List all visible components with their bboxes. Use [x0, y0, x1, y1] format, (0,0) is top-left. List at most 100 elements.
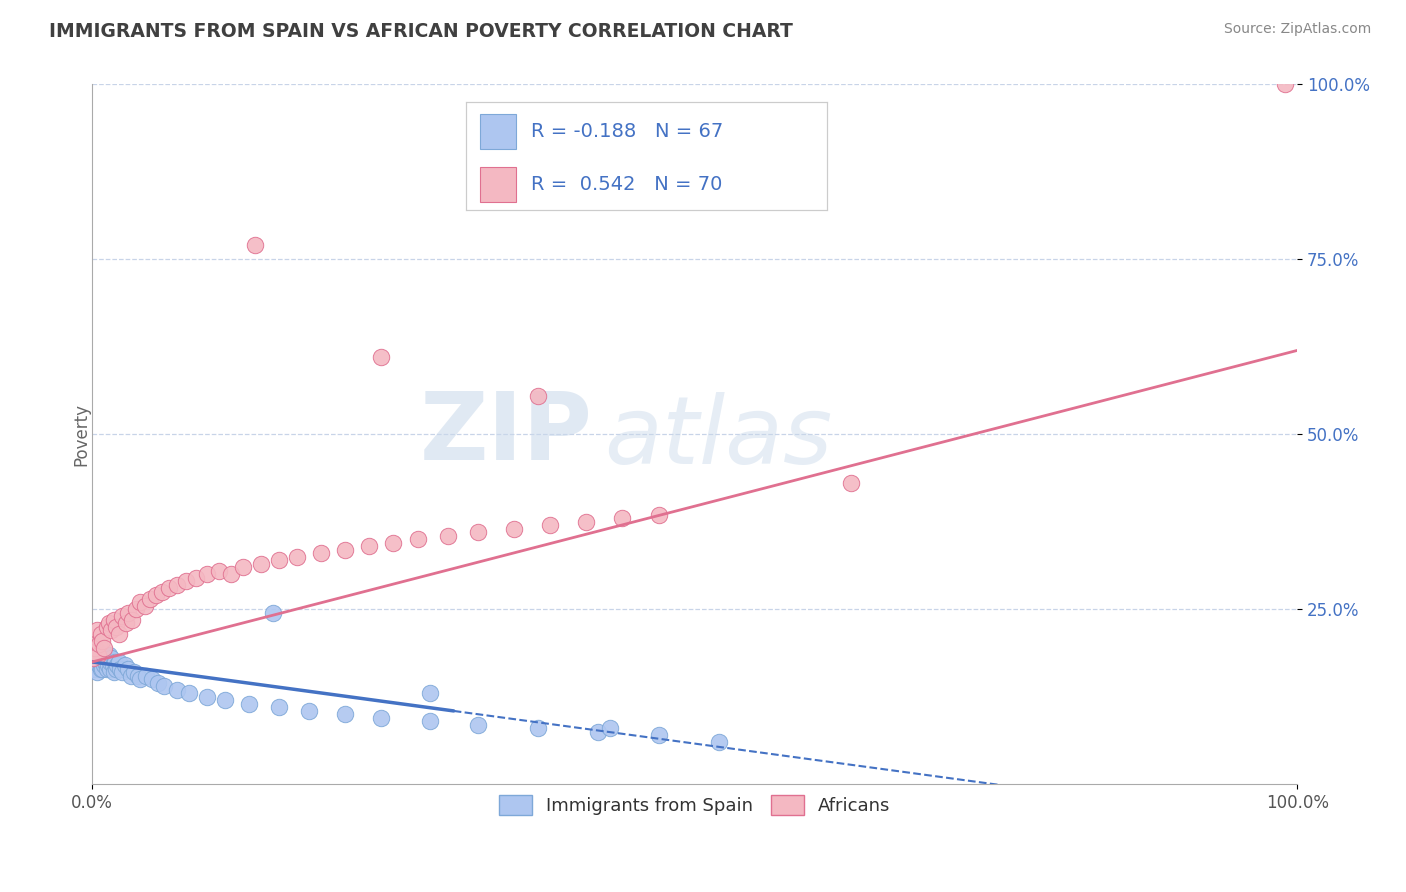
- Point: [309, 546, 332, 560]
- Point: [135, 669, 157, 683]
- Point: [87, 655, 110, 669]
- Y-axis label: Poverty: Poverty: [72, 403, 90, 466]
- Point: [285, 549, 308, 564]
- Point: [83, 651, 105, 665]
- Point: [89, 651, 111, 665]
- Point: [98, 616, 121, 631]
- Point: [195, 690, 218, 704]
- Point: [86, 648, 108, 662]
- Point: [96, 620, 118, 634]
- Point: [96, 662, 118, 676]
- Point: [117, 606, 139, 620]
- Point: [588, 725, 610, 739]
- Point: [115, 616, 138, 631]
- Point: [98, 655, 121, 669]
- Point: [841, 476, 863, 491]
- Point: [139, 591, 162, 606]
- Point: [87, 648, 110, 662]
- Point: [148, 676, 170, 690]
- Point: [419, 714, 441, 729]
- Point: [100, 651, 122, 665]
- Point: [105, 620, 128, 634]
- Point: [370, 711, 392, 725]
- Point: [83, 662, 105, 676]
- Point: [98, 648, 121, 662]
- Point: [134, 599, 156, 613]
- Point: [1274, 78, 1296, 92]
- Point: [93, 658, 115, 673]
- Point: [467, 525, 489, 540]
- Point: [232, 560, 254, 574]
- Point: [103, 613, 125, 627]
- Point: [82, 655, 104, 669]
- Point: [219, 567, 242, 582]
- Point: [129, 673, 152, 687]
- Point: [98, 662, 121, 676]
- Point: [90, 627, 112, 641]
- Text: IMMIGRANTS FROM SPAIN VS AFRICAN POVERTY CORRELATION CHART: IMMIGRANTS FROM SPAIN VS AFRICAN POVERTY…: [49, 22, 793, 41]
- Point: [195, 567, 218, 582]
- Point: [94, 655, 117, 669]
- Point: [267, 700, 290, 714]
- Point: [90, 648, 112, 662]
- Point: [370, 351, 392, 365]
- Point: [121, 613, 143, 627]
- Point: [86, 665, 108, 680]
- Point: [107, 658, 129, 673]
- Point: [117, 662, 139, 676]
- Point: [129, 595, 152, 609]
- Point: [108, 662, 131, 676]
- Point: [647, 728, 669, 742]
- Point: [503, 522, 526, 536]
- Point: [527, 722, 550, 736]
- Point: [87, 644, 110, 658]
- Point: [238, 697, 260, 711]
- Point: [166, 682, 188, 697]
- Point: [111, 665, 134, 680]
- Point: [124, 602, 146, 616]
- Point: [647, 508, 669, 522]
- Point: [82, 651, 104, 665]
- Point: [208, 564, 231, 578]
- Point: [359, 540, 381, 554]
- Point: [177, 686, 200, 700]
- Point: [298, 704, 321, 718]
- Point: [127, 669, 149, 683]
- Point: [707, 735, 730, 749]
- Legend: Immigrants from Spain, Africans: Immigrants from Spain, Africans: [491, 786, 900, 824]
- Point: [419, 686, 441, 700]
- Point: [103, 665, 125, 680]
- Point: [100, 624, 122, 638]
- Point: [91, 651, 114, 665]
- Text: atlas: atlas: [605, 392, 832, 483]
- Point: [90, 655, 112, 669]
- Point: [107, 627, 129, 641]
- Point: [575, 515, 598, 529]
- Point: [86, 624, 108, 638]
- Point: [90, 634, 112, 648]
- Point: [157, 582, 180, 596]
- Point: [436, 529, 458, 543]
- Point: [93, 640, 115, 655]
- Point: [107, 655, 129, 669]
- Text: Source: ZipAtlas.com: Source: ZipAtlas.com: [1223, 22, 1371, 37]
- Point: [104, 655, 127, 669]
- Point: [174, 574, 197, 589]
- Point: [153, 680, 176, 694]
- Point: [90, 662, 112, 676]
- Point: [467, 718, 489, 732]
- Point: [538, 518, 561, 533]
- Point: [89, 658, 111, 673]
- Point: [250, 557, 273, 571]
- Text: ZIP: ZIP: [419, 388, 592, 481]
- Point: [96, 651, 118, 665]
- Point: [406, 533, 429, 547]
- Point: [124, 665, 146, 680]
- Point: [262, 606, 284, 620]
- Point: [101, 658, 124, 673]
- Point: [527, 389, 550, 403]
- Point: [335, 543, 357, 558]
- Point: [83, 640, 105, 655]
- Point: [93, 648, 115, 662]
- Point: [599, 722, 621, 736]
